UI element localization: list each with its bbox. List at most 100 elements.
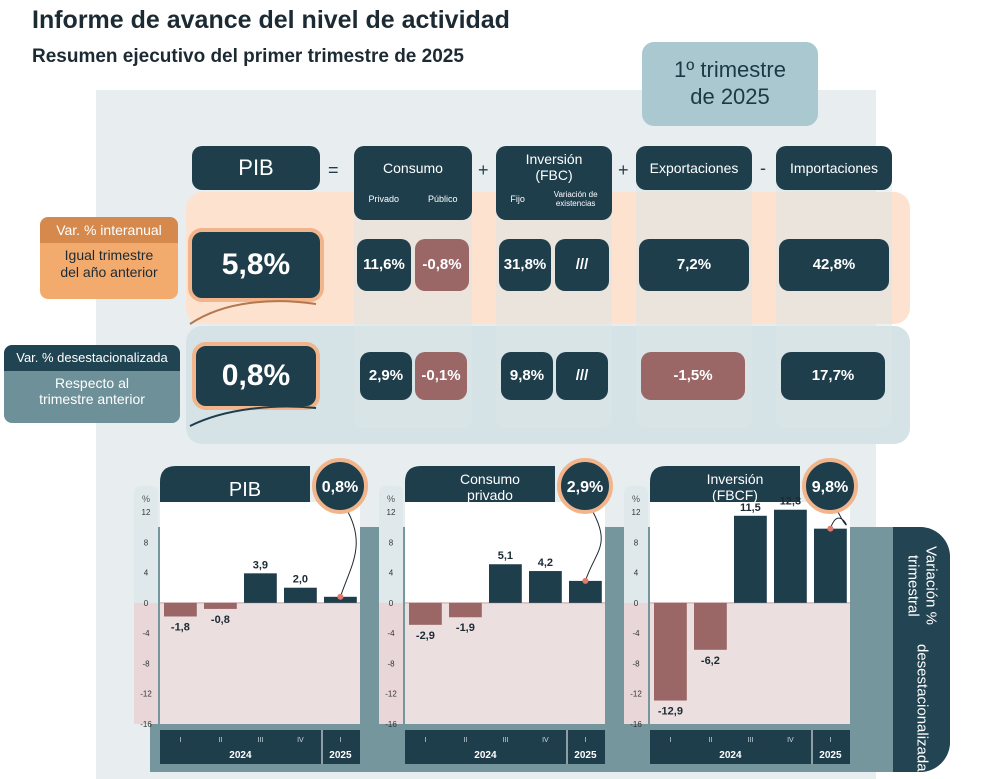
- y-tick-label: 12: [387, 508, 396, 517]
- x-axis-footer: [650, 730, 850, 764]
- bar-value-label: 3,9: [253, 559, 268, 571]
- x-tick-label: III: [502, 737, 508, 744]
- privado-interanual-value: 11,6%: [357, 239, 411, 291]
- bar-value-label: 2,0: [293, 574, 308, 586]
- y-tick-label: 4: [144, 569, 149, 578]
- y-tick-label: 12: [142, 508, 151, 517]
- highlight-dot: [337, 593, 344, 600]
- x-tick-label: I: [339, 737, 341, 744]
- chart-svg: % 12 8 4 0 -4 -8 -12 -16 Inversión(FBCF) -12,9 -6,2…: [624, 458, 858, 764]
- x-tick-label: I: [424, 737, 426, 744]
- side-label: Variación % trimestral desestacionalizad…: [893, 527, 950, 772]
- y-axis-negative-panel: [134, 602, 158, 724]
- chart-consumo-privado: % 12 8 4 0 -4 -8 -12 -16 Consumo privado -2,9 -1,9 5,…: [379, 458, 613, 777]
- y-tick-label: 12: [632, 508, 641, 517]
- bar: [409, 602, 442, 625]
- chart-title-banner: [650, 466, 800, 502]
- badge-connector: [584, 511, 602, 582]
- plus-sign-2: +: [618, 160, 629, 180]
- quarter-badge: 1º trimestre de 2025: [642, 42, 818, 126]
- chart-title-line2: (FBCF): [712, 487, 758, 503]
- bar: [774, 509, 807, 603]
- interanual-desc-line2: del año anterior: [60, 264, 158, 280]
- chart-title-banner: [160, 466, 310, 502]
- y-tick-label: -8: [387, 659, 395, 668]
- x-year-label: 2024: [719, 750, 742, 761]
- x-year-label: 2025: [574, 750, 597, 761]
- chart-title-banner: [405, 466, 555, 502]
- exportaciones-interanual-value: 7,2%: [639, 239, 749, 291]
- chart-inversion: % 12 8 4 0 -4 -8 -12 -16 Inversión (FBCF) -12,9 -6,2…: [624, 458, 858, 777]
- bar: [244, 573, 277, 603]
- y-tick-label: 8: [389, 538, 394, 547]
- bar: [449, 602, 482, 618]
- badge-circle: [557, 458, 613, 514]
- plot-negative-area: [160, 602, 360, 724]
- bar: [654, 602, 687, 701]
- y-tick-label: -12: [630, 690, 642, 699]
- bar: [529, 571, 562, 603]
- x-tick-label: I: [669, 737, 671, 744]
- bar-value-label: 11,5: [740, 502, 761, 514]
- header-variacion-line2: existencias: [555, 199, 596, 208]
- header-variacion-existencias: Variación de existencias: [554, 190, 598, 208]
- x-tick-label: IV: [542, 737, 549, 744]
- header-importaciones: Importaciones: [776, 146, 892, 190]
- badge-connector: [829, 511, 847, 529]
- y-tick-label: 4: [389, 569, 394, 578]
- chart-title-line2: privado: [467, 487, 513, 503]
- pib-interanual-value: 5,8%: [188, 228, 324, 302]
- header-exportaciones: Exportaciones: [636, 146, 752, 190]
- y-axis-negative-panel: [379, 602, 403, 724]
- bar-value-label: 12,3: [780, 496, 801, 508]
- y-tick-label: -12: [385, 690, 397, 699]
- header-privado: Privado: [368, 194, 399, 204]
- x-year-label: 2024: [474, 750, 497, 761]
- bar-value-label: -12,9: [658, 706, 683, 718]
- plus-sign-1: +: [478, 160, 489, 180]
- bar-value-label: -2,9: [416, 630, 435, 642]
- y-tick-label: 0: [389, 599, 394, 608]
- x-axis-footer: [405, 730, 605, 764]
- interanual-desc: Igual trimestre del año anterior: [40, 243, 178, 299]
- x-year-label: 2025: [819, 750, 842, 761]
- badge-value: 0,8%: [322, 479, 358, 496]
- side-label-box: [893, 527, 950, 772]
- y-tick-label: -16: [630, 720, 642, 729]
- importaciones-interanual-value: 42,8%: [779, 239, 889, 291]
- bar: [324, 596, 357, 603]
- y-axis-unit: %: [632, 494, 640, 504]
- y-tick-label: 0: [634, 599, 639, 608]
- fijo-interanual-value: 31,8%: [499, 239, 551, 291]
- x-tick-label: I: [829, 737, 831, 744]
- publico-desestacionalizada-value: -0,1%: [415, 352, 467, 400]
- bar-value-label: -6,2: [701, 655, 720, 667]
- equals-sign: =: [328, 160, 339, 180]
- bar: [814, 528, 847, 603]
- desestacionalizada-desc-line1: Respecto al: [55, 375, 129, 391]
- y-tick-label: 4: [634, 569, 639, 578]
- bar-value-label: -1,8: [171, 621, 190, 633]
- x-tick-label: IV: [297, 737, 304, 744]
- y-tick-label: -12: [140, 690, 152, 699]
- page-title: Informe de avance del nivel de actividad: [32, 6, 510, 34]
- chart-title-line1: Inversión: [707, 471, 764, 487]
- x-year-label: 2024: [229, 750, 252, 761]
- decorative-curves: [189, 300, 317, 427]
- existencias-interanual-value: ///: [555, 239, 609, 291]
- chart-title-line1: Consumo: [460, 471, 520, 487]
- existencias-desestacionalizada-value: ///: [556, 352, 608, 400]
- x-tick-label: II: [463, 737, 467, 744]
- bar-value-label: -1,9: [456, 622, 475, 634]
- desestacionalizada-desc-line2: trimestre anterior: [39, 391, 145, 407]
- y-axis-unit: %: [387, 494, 395, 504]
- desestacionalizada-tag: Var. % desestacionalizada: [4, 345, 180, 371]
- x-tick-label: IV: [787, 737, 794, 744]
- page-subtitle: Resumen ejecutivo del primer trimestre d…: [32, 46, 464, 67]
- header-fijo: Fijo: [510, 194, 525, 204]
- chart-title: PIB: [229, 479, 261, 501]
- header-inversion: Inversión (FBC) Fijo Variación de existe…: [496, 146, 612, 220]
- x-tick-label: II: [708, 737, 712, 744]
- header-publico: Público: [427, 194, 458, 204]
